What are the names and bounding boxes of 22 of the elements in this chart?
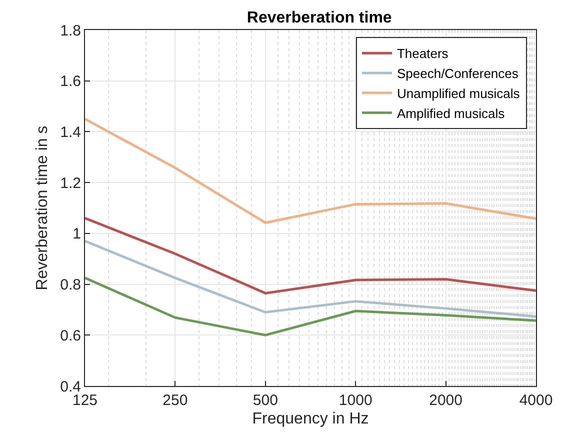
x-tick-label: 4000 xyxy=(519,392,553,409)
line-series xyxy=(85,276,536,336)
x-tick-label: 2000 xyxy=(429,392,462,409)
y-axis-title: Reverberation time in s xyxy=(34,126,52,290)
y-tick-label: 1.6 xyxy=(60,73,81,90)
chart-title: Reverberation time xyxy=(246,9,392,26)
legend-label: Theaters xyxy=(396,46,449,62)
y-tick-label: 0.8 xyxy=(60,276,81,294)
legend-label: Unamplified musicals xyxy=(396,86,520,101)
x-tick-label: 250 xyxy=(162,392,188,409)
x-axis-title: Frequency in Hz xyxy=(252,410,369,428)
x-tick-label: 1000 xyxy=(338,392,372,409)
legend-label: Speech/Conferences xyxy=(396,66,519,82)
y-tick-label: 0.6 xyxy=(60,327,81,344)
line-series xyxy=(85,240,536,318)
y-tick-label: 1 xyxy=(72,226,81,243)
legend-label: Amplified musicals xyxy=(396,106,506,121)
y-tick-label: 1.4 xyxy=(60,124,81,141)
x-tick-label: 500 xyxy=(252,392,278,409)
y-tick-label: 1.8 xyxy=(60,22,81,40)
y-tick-label: 1.2 xyxy=(60,174,81,192)
line-series xyxy=(85,216,536,294)
